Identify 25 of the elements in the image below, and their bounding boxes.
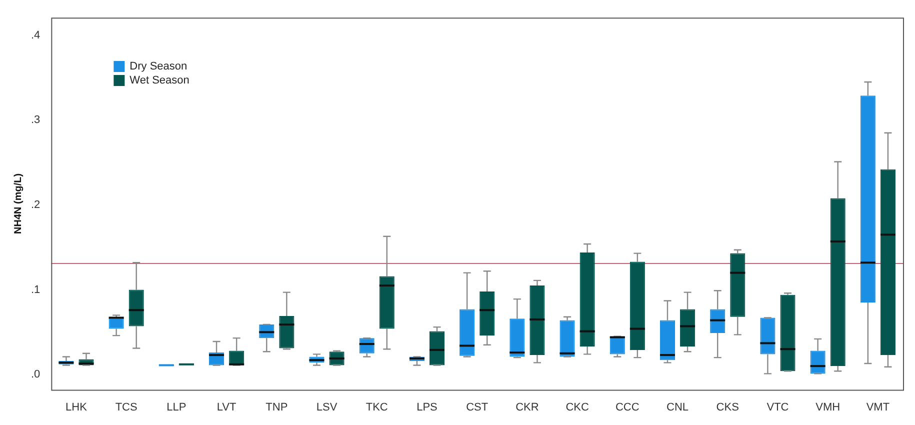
y-tick-label: .2	[30, 199, 40, 212]
x-tick-label: VMT	[866, 401, 890, 414]
x-tick-label: TNP	[266, 401, 288, 414]
y-axis-title: NH4N (mg/L)	[12, 173, 24, 234]
x-tick-label: LSV	[316, 401, 338, 414]
x-tick-label: CKR	[516, 401, 539, 414]
x-tick-label: VTC	[766, 401, 789, 414]
y-tick-label: .3	[30, 114, 40, 126]
legend-label: Wet Season	[130, 74, 190, 87]
x-tick-label: VMH	[816, 401, 840, 414]
legend-label: Dry Season	[130, 60, 188, 73]
x-tick-label: CST	[466, 401, 488, 414]
x-tick-label: LLP	[166, 401, 186, 414]
x-tick-label: LHK	[66, 401, 88, 414]
x-tick-label: CKS	[716, 401, 739, 414]
x-tick-label: LVT	[216, 401, 237, 414]
x-tick-label: CNL	[666, 401, 689, 414]
y-tick-label: .0	[30, 368, 40, 381]
x-tick-label: CKC	[566, 401, 589, 414]
x-tick-label: TKC	[366, 401, 388, 414]
x-tick-label: TCS	[115, 401, 138, 414]
y-tick-label: .1	[30, 284, 40, 296]
x-tick-label: LPS	[416, 401, 438, 414]
y-tick-label: .4	[30, 29, 40, 42]
x-tick-label: CCC	[615, 401, 640, 414]
